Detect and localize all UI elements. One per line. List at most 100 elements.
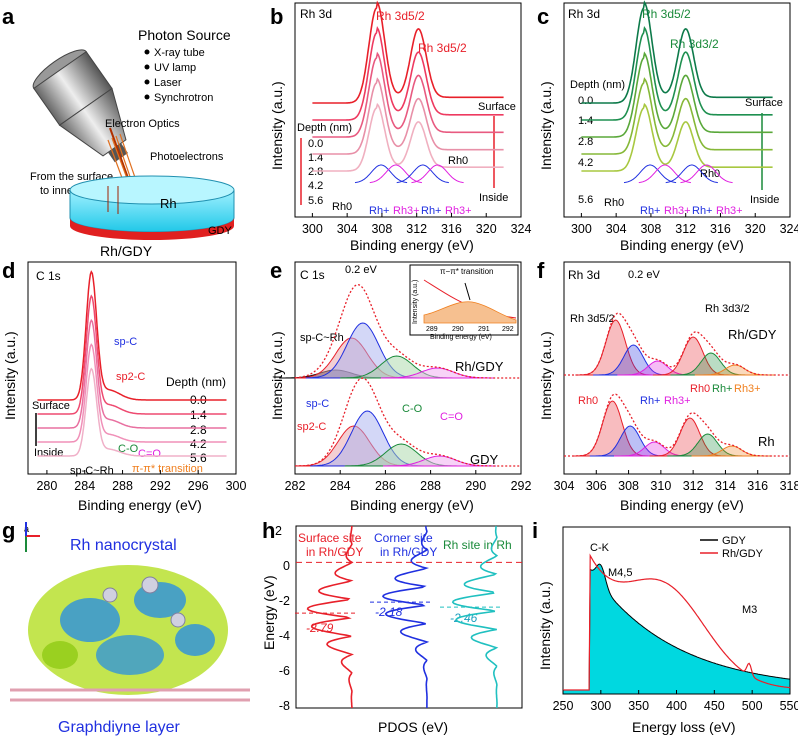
panel-d-ticks: 280 284 288 292 296 300	[36, 470, 246, 493]
sample-disc	[69, 175, 235, 240]
inset-ticks: 289 290 291 292	[426, 326, 514, 333]
panel-d-curves	[37, 270, 227, 457]
component-label: Rh0	[690, 383, 710, 395]
panel-e: e C 1s 0.2 eV π−π* transition Intensity …	[269, 258, 531, 513]
x-tick-label: 300	[226, 479, 247, 493]
depth-label: 5.6	[190, 451, 207, 465]
component-label: Rh3+	[445, 205, 472, 217]
x-tick-label: 350	[628, 699, 649, 713]
panel-c-frame	[563, 2, 791, 218]
panel-h-site1-b: in Rh/GDY	[306, 545, 363, 559]
x-tick-label: 292	[511, 479, 532, 493]
component-label: Rh+	[640, 205, 661, 217]
panel-f-ticks: 304 306 308 310 312 314 316 318	[554, 470, 798, 493]
depth-label: 4.2	[190, 437, 207, 451]
panel-e-sp-c-rh: sp-C~Rh	[300, 332, 344, 344]
depth-label: 4.2	[308, 180, 323, 192]
panel-b-label: b	[270, 4, 283, 29]
inset-peak	[423, 301, 517, 324]
panel-d-depth-title: Depth (nm)	[166, 375, 226, 389]
x-tick-label: 312	[675, 222, 696, 236]
x-tick-label: 296	[188, 479, 209, 493]
panel-c-ticks: 300 304 308 312 316 320 324	[571, 213, 798, 236]
component-label: Rh+	[369, 205, 390, 217]
x-tick-label: 284	[330, 479, 351, 493]
depth-label: 1.4	[578, 115, 593, 127]
component-label: Rh3+	[393, 205, 420, 217]
panel-f-lower-sample: Rh	[758, 434, 775, 449]
component-C=O	[380, 367, 494, 379]
component-peak	[652, 336, 734, 376]
panel-e-curves	[279, 284, 521, 467]
ytick: 0	[283, 559, 290, 573]
panel-d-xlabel: Binding energy (eV)	[78, 497, 202, 513]
panel-h-site2-b: in Rh/GDY	[380, 545, 437, 559]
depth-label: 4.2	[578, 157, 593, 169]
depth-label: 0.0	[308, 138, 323, 150]
component-peak	[623, 164, 677, 184]
panel-f-components: Rh0 Rh+ Rh3+ Rh0 Rh+ Rh3+	[578, 383, 761, 407]
panel-h-site1-a: Surface site	[298, 531, 362, 545]
panel-h-yticks: 2 0 -2 -4 -6 -8	[275, 524, 290, 713]
x-tick-label: 324	[780, 222, 798, 236]
pdos-curve	[382, 525, 430, 708]
panel-e-inset: π−π* transition Intensity (a.u.) 289 290…	[409, 264, 519, 341]
ytick: 2	[275, 524, 282, 538]
x-tick-label: 288	[112, 479, 133, 493]
envelope-Rh/GDY	[294, 284, 521, 379]
panel-h-frame	[295, 525, 523, 709]
panel-i-ticks: 250 300 350 400 450 500 550	[553, 690, 798, 713]
x-tick-label: 282	[285, 479, 306, 493]
panel-f-ylabel: Intensity (a.u.)	[538, 331, 554, 420]
panel-b: b Rh 3d Rh 3d5/2 Rh 3d5/2 Depth (nm) 0.0…	[269, 0, 531, 253]
x-tick-label: 450	[704, 699, 725, 713]
panel-c-depth-title: Depth (nm)	[570, 79, 625, 91]
panel-c-curves	[581, 0, 773, 184]
inset-title: π−π* transition	[440, 267, 494, 276]
panel-i-ylabel: Intensity (a.u.)	[537, 581, 553, 670]
component-label: Rh+	[692, 205, 713, 217]
ytick: -2	[279, 594, 290, 608]
depth-label: 2.8	[578, 136, 593, 148]
panel-d-frame	[27, 261, 237, 475]
panel-b-components: Rh+ Rh3+ Rh+ Rh3+	[369, 205, 472, 217]
panel-d-pi-pi: π-π* transition	[132, 463, 203, 475]
x-tick-label: 316	[441, 222, 462, 236]
panel-e-sp-c: sp-C	[306, 398, 329, 410]
panel-e-xlabel: Binding energy (eV)	[350, 497, 474, 513]
panel-e-corner-title: C 1s	[300, 268, 325, 282]
legend-rhgdy: Rh/GDY	[722, 548, 764, 560]
panel-b-ylabel: Intensity (a.u.)	[269, 81, 285, 170]
x-tick-label: 500	[742, 699, 763, 713]
depth-label: 5.6	[308, 195, 323, 207]
panel-g-bottom: Graphdiyne layer	[58, 719, 181, 736]
panel-h: h Surface site in Rh/GDY Corner site in …	[261, 518, 523, 735]
panel-e-c-o: C-O	[402, 403, 423, 415]
x-tick-label: 284	[74, 479, 95, 493]
x-tick-label: 290	[465, 479, 486, 493]
panel-i-curves	[562, 553, 791, 695]
inset-xlabel: Binding energy (eV)	[430, 334, 492, 341]
panel-d-c-eq-o: C=O	[138, 448, 161, 460]
panel-b-depth-list: 0.0 1.4 2.8 4.2 5.6	[308, 138, 323, 207]
depth-label: 2.8	[308, 166, 323, 178]
x-tick-label: 314	[715, 479, 736, 493]
component-label: Rh+	[712, 383, 733, 395]
panel-e-lower-sample: GDY	[470, 452, 499, 467]
panel-h-ylabel: Energy (eV)	[261, 575, 277, 650]
spectrum-1.4	[312, 25, 504, 121]
component-peak	[680, 164, 733, 184]
ytick: -6	[279, 664, 290, 678]
x-tick-label: 300	[302, 222, 323, 236]
component-label: Rh+	[640, 395, 661, 407]
panel-e-sp2-c: sp2-C	[297, 421, 326, 433]
ytick: -4	[279, 629, 290, 643]
source-item: Synchrotron	[154, 92, 213, 104]
x-tick-label: 304	[606, 222, 627, 236]
panel-f-label: f	[537, 258, 545, 283]
legend-gdy: GDY	[722, 535, 747, 547]
rhgdy-spectrum	[563, 553, 791, 691]
panel-d-label: d	[2, 258, 15, 283]
component-peak	[691, 445, 773, 457]
x-tick-label: 288	[420, 479, 441, 493]
